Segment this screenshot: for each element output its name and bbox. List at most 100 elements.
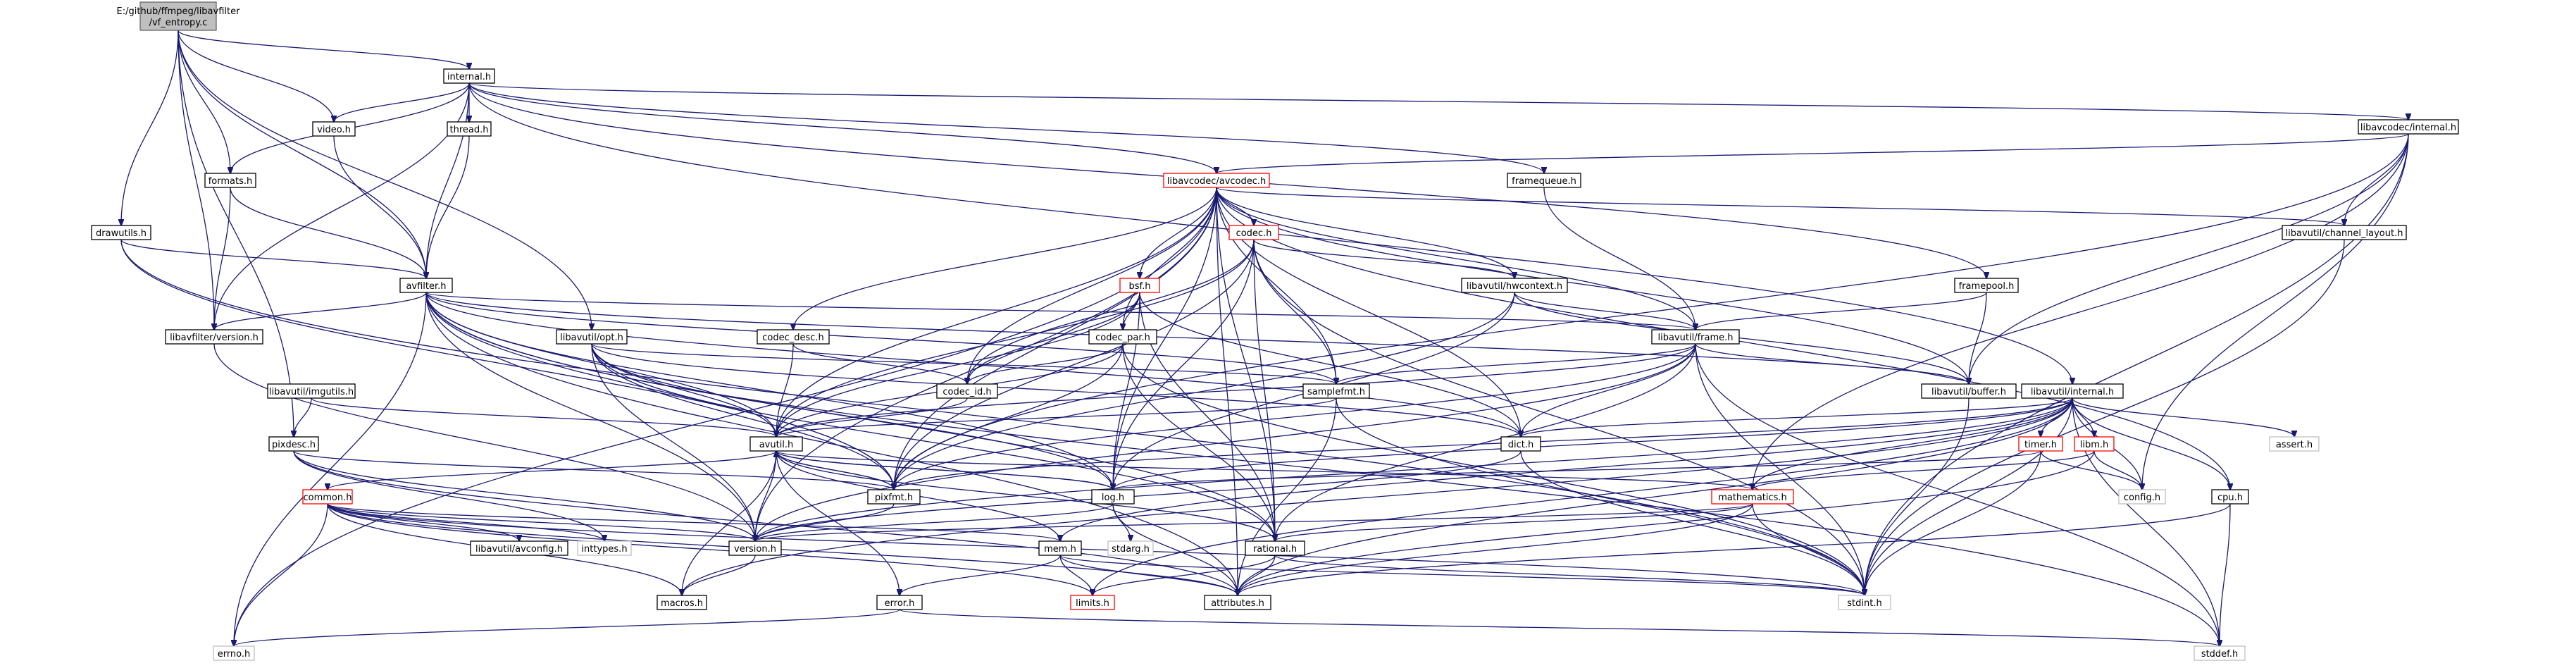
node-box	[312, 121, 356, 137]
edge-log_h-to-version_h	[755, 503, 1114, 541]
node-timer-h[interactable]: timer.h	[2018, 436, 2063, 452]
node-codec-desc-h[interactable]: codec_desc.h	[757, 329, 830, 345]
node-opt-h[interactable]: libavutil/opt.h	[556, 329, 628, 345]
node-samplefmt-h[interactable]: samplefmt.h	[1302, 383, 1370, 399]
node-internal-h[interactable]: internal.h	[443, 68, 495, 84]
node-assert-h[interactable]: assert.h	[2269, 436, 2320, 452]
edge-mem_h-to-limits_h	[1059, 555, 1093, 595]
edge-lavu_internal_h-to-stdint_h	[1865, 397, 2073, 595]
node-box	[443, 68, 495, 84]
node-box	[1651, 329, 1740, 345]
node-thread-h[interactable]: thread.h	[447, 121, 492, 137]
node-libm-h[interactable]: libm.h	[2074, 436, 2115, 452]
edge-frame_h-to-version_h	[755, 343, 1696, 541]
node-label: codec_id.h	[942, 387, 991, 397]
edge-codec_h-to-samplefmt_h	[1253, 239, 1336, 384]
node-formats-h[interactable]: formats.h	[204, 173, 256, 188]
edge-hwcontext_h-to-pixfmt_h	[894, 292, 1515, 490]
node-mathematics-h[interactable]: mathematics.h	[1711, 489, 1794, 505]
node-dict-h[interactable]: dict.h	[1500, 436, 1541, 452]
node-framepool-h[interactable]: framepool.h	[1954, 278, 2019, 293]
node-avutil-h[interactable]: avutil.h	[749, 436, 803, 452]
edge-common_h-to-inttypes_h	[327, 503, 604, 541]
node-cpu-h[interactable]: cpu.h	[2211, 489, 2249, 505]
node-attributes-h[interactable]: attributes.h	[1204, 595, 1271, 610]
node-box	[749, 436, 803, 452]
node-avconfig-h[interactable]: libavutil/avconfig.h	[470, 540, 568, 556]
edge-frame_h-to-avutil_h	[776, 343, 1696, 437]
node-lavfi-version-h[interactable]: libavfilter/version.h	[165, 329, 263, 345]
edge-root-to-formats_h	[178, 30, 230, 173]
node-stddef-h[interactable]: stddef.h	[2194, 645, 2246, 661]
node-codec-par-h[interactable]: codec_par.h	[1088, 329, 1157, 345]
node-lavu-internal-h[interactable]: libavutil/internal.h	[2021, 383, 2124, 399]
node-lavc-internal-h[interactable]: libavcodec/internal.h	[2358, 119, 2459, 135]
node-stdarg-h[interactable]: stdarg.h	[1107, 540, 1154, 556]
node-channel-layout-h[interactable]: libavutil/channel_layout.h	[2282, 225, 2407, 240]
node-drawutils-h[interactable]: drawutils.h	[91, 225, 151, 240]
edge-mathematics_h-to-rational_h	[1275, 503, 1753, 541]
node-label: libavutil/imgutils.h	[269, 387, 354, 397]
node-video-h[interactable]: video.h	[312, 121, 356, 137]
edge-cpu_h-to-stddef_h	[2220, 503, 2231, 646]
edge-mathematics_h-to-version_h	[755, 503, 1753, 541]
node-pixdesc-h[interactable]: pixdesc.h	[268, 436, 319, 452]
node-frame-h[interactable]: libavutil/frame.h	[1651, 329, 1740, 345]
edge-error_h-to-stddef_h	[899, 609, 2220, 646]
edge-root-to-lavfi_version_h	[178, 30, 214, 330]
edge-avcodec_h-to-avutil_h	[776, 187, 1217, 437]
edge-codec_par_h-to-codec_id_h	[967, 343, 1124, 384]
edge-codec_h-to-rational_h	[1253, 239, 1275, 541]
node-errno-h[interactable]: errno.h	[213, 645, 255, 661]
node-label: video.h	[317, 125, 351, 135]
edge-mathematics_h-to-attributes_h	[1238, 503, 1753, 595]
node-error-h[interactable]: error.h	[876, 595, 923, 610]
edge-bsf_h-to-dict_h	[1139, 292, 1521, 437]
node-avcodec-h[interactable]: libavcodec/avcodec.h	[1163, 173, 1270, 188]
node-box	[2358, 119, 2459, 135]
node-buffer-h[interactable]: libavutil/buffer.h	[1921, 383, 2017, 399]
node-label: libavfilter/version.h	[170, 333, 259, 343]
node-mem-h[interactable]: mem.h	[1038, 540, 1082, 556]
node-framequeue-h[interactable]: framequeue.h	[1507, 173, 1581, 188]
node-version-h[interactable]: version.h	[728, 540, 782, 556]
node-codec-id-h[interactable]: codec_id.h	[936, 383, 998, 399]
edge-avfilter_h-to-lavfi_version_h	[214, 292, 427, 330]
node-rational-h[interactable]: rational.h	[1245, 540, 1305, 556]
node-box	[204, 173, 256, 188]
edge-lavu_internal_h-to-assert_h	[2072, 397, 2294, 437]
edge-lavc_internal_h-to-config_h	[2142, 133, 2409, 490]
node-limits-h[interactable]: limits.h	[1070, 595, 1115, 610]
edge-avcodec_h-to-channel_layout_h	[1216, 187, 2344, 225]
edge-avcodec_h-to-codec_h	[1216, 187, 1254, 225]
node-config-h[interactable]: config.h	[2118, 489, 2166, 505]
node-pixfmt-h[interactable]: pixfmt.h	[867, 489, 921, 505]
edge-pixdesc_h-to-inttypes_h	[293, 450, 604, 541]
node-imgutils-h[interactable]: libavutil/imgutils.h	[267, 383, 356, 399]
node-bsf-h[interactable]: bsf.h	[1119, 278, 1160, 293]
edge-lavu_internal_h-to-version_h	[755, 397, 2073, 541]
edge-frame_h-to-stddef_h	[1695, 343, 2220, 646]
edge-pixfmt_h-to-version_h	[755, 503, 895, 541]
node-stdint-h[interactable]: stdint.h	[1838, 595, 1891, 610]
edge-samplefmt_h-to-avutil_h	[776, 397, 1337, 437]
node-codec-h[interactable]: codec.h	[1228, 225, 1279, 240]
edge-pixdesc_h-to-pixfmt_h	[293, 450, 894, 490]
node-avfilter-h[interactable]: avfilter.h	[399, 278, 453, 293]
node-common-h[interactable]: common.h	[302, 489, 353, 505]
node-hwcontext-h[interactable]: libavutil/hwcontext.h	[1461, 278, 1568, 293]
node-log-h[interactable]: log.h	[1091, 489, 1135, 505]
edge-internal_h-to-avfilter_h	[426, 82, 470, 278]
node-macros-h[interactable]: macros.h	[657, 595, 707, 610]
edge-drawutils_h-to-avfilter_h	[120, 239, 426, 278]
edge-lavu_internal_h-to-limits_h	[1093, 397, 2073, 595]
node-box	[657, 595, 707, 610]
edge-codec_h-to-stdint_h	[1253, 239, 1865, 595]
edge-bsf_h-to-codec_id_h	[967, 292, 1140, 384]
node-label: libavutil/buffer.h	[1931, 387, 2006, 397]
node-label: mem.h	[1044, 544, 1076, 555]
node-box	[268, 436, 319, 452]
node-inttypes-h[interactable]: inttypes.h	[577, 540, 632, 556]
node-box	[1070, 595, 1115, 610]
edge-drawutils_h-to-stdint_h	[120, 239, 1865, 595]
